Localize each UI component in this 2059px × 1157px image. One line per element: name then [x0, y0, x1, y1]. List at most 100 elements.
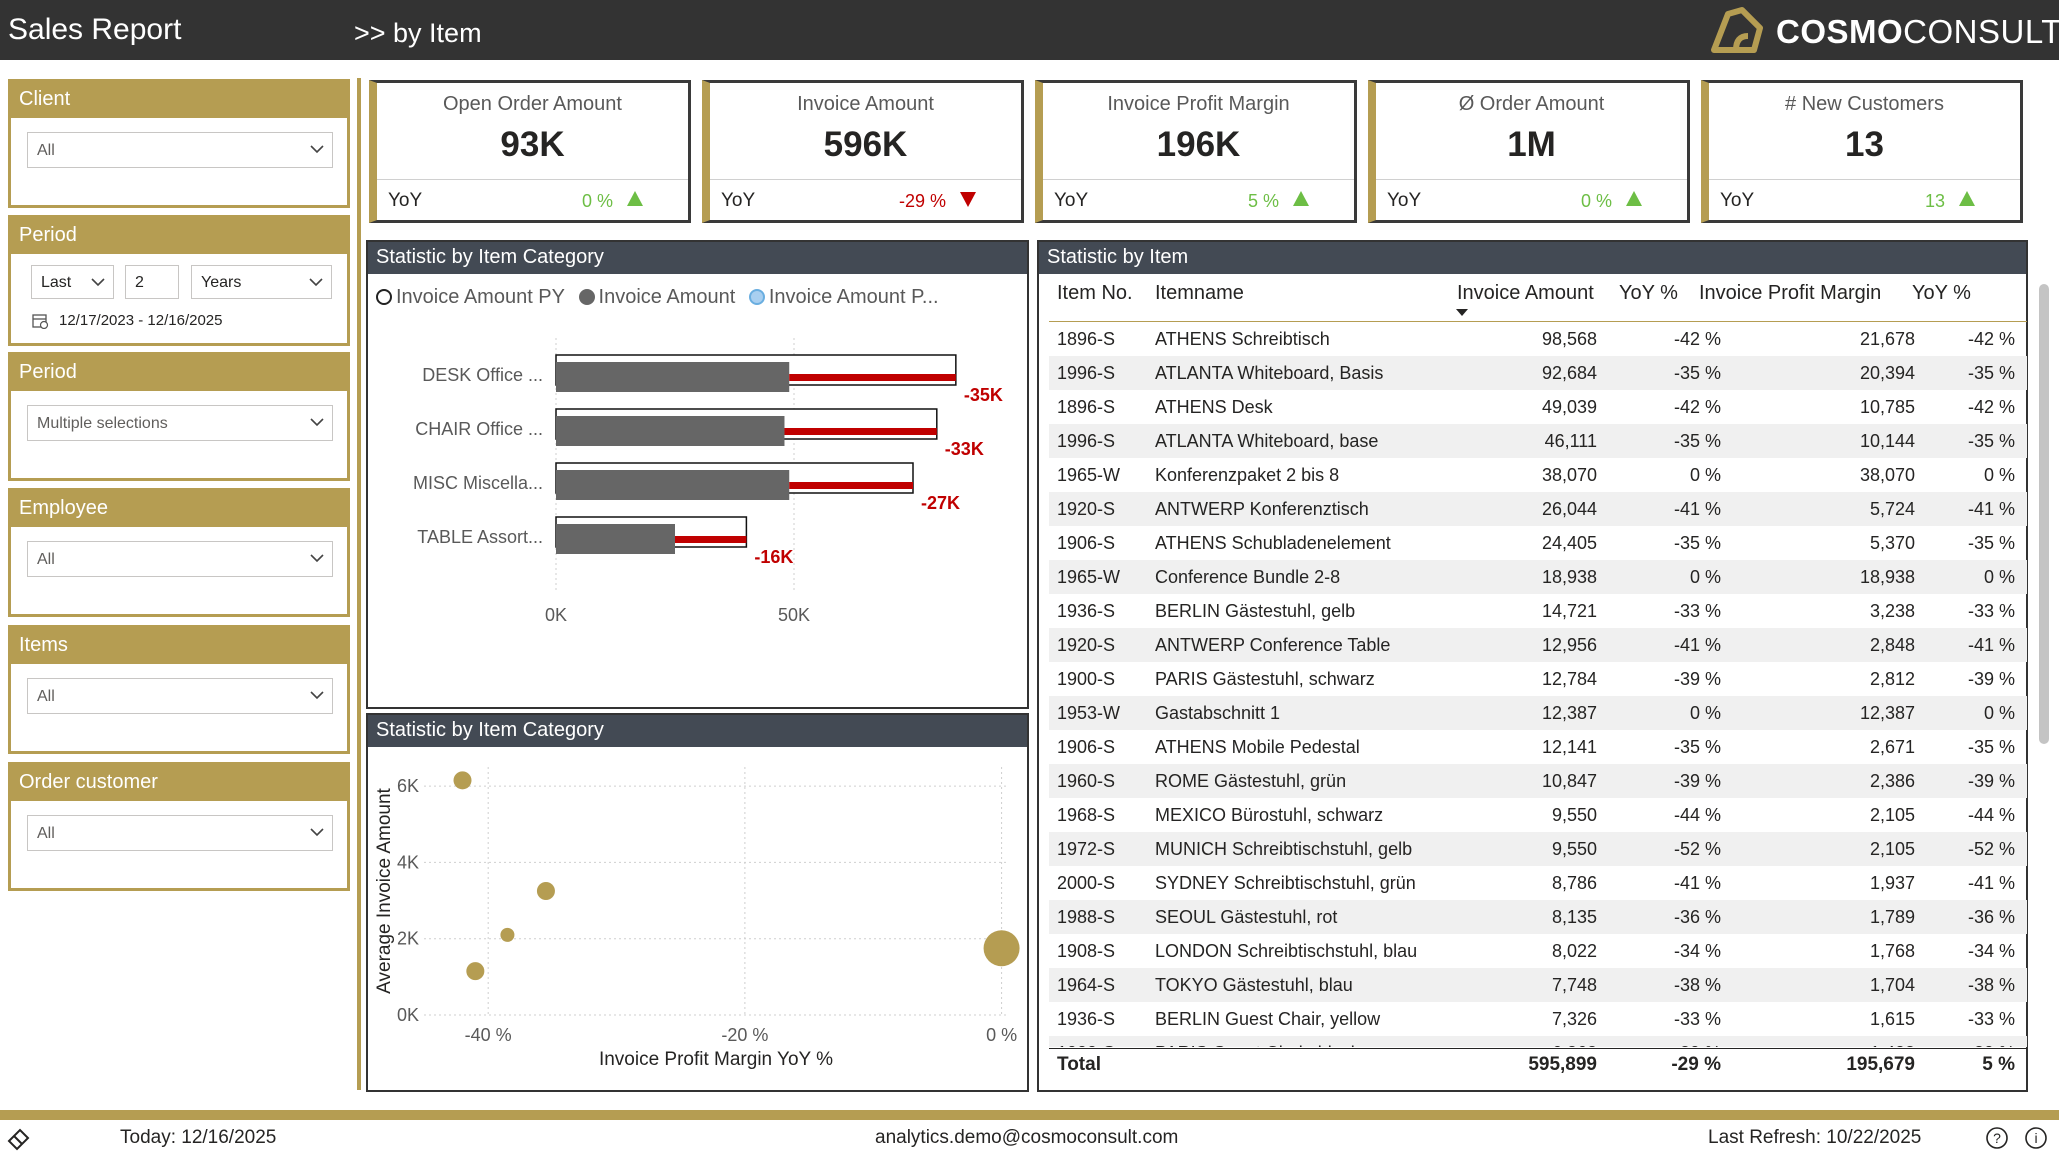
table-row[interactable]: 1896-S ATHENS Desk 49,039 -42 % 10,785 -42 %: [1049, 390, 2027, 424]
table-cell: ATHENS Desk: [1155, 397, 1273, 417]
table-cell: -33 %: [1673, 1009, 1721, 1029]
period-dropdown[interactable]: Multiple selections: [27, 405, 333, 441]
table-row[interactable]: 1900-S PARIS Gästestuhl, schwarz 12,784 -39…: [1049, 662, 2027, 696]
table-cell: 12,141: [1541, 737, 1597, 757]
column-header-yoy[interactable]: YoY %: [1619, 282, 1678, 304]
x-axis-title: Invoice Profit Margin YoY %: [599, 1049, 833, 1070]
table-row[interactable]: 1988-S SEOUL Gästestuhl, rot 8,135 -36 % 1,7…: [1049, 900, 2027, 934]
kpi-divider: [377, 179, 688, 180]
table-row[interactable]: 1920-S ANTWERP Konferenztisch 26,044 -41 % 5…: [1049, 492, 2027, 526]
kpi-title: Invoice Amount: [797, 93, 934, 115]
table-row[interactable]: 1996-S ATLANTA Whiteboard, Basis 92,684 -35…: [1049, 356, 2027, 390]
table-cell: 0 %: [1983, 703, 2015, 723]
contact-email[interactable]: analytics.demo@cosmoconsult.com: [875, 1127, 1179, 1148]
table-cell: ROME Gästestuhl, grün: [1155, 771, 1347, 791]
dropdown-value: All: [37, 142, 55, 159]
column-header-itemname[interactable]: Itemname: [1155, 282, 1244, 304]
table-cell: 12,956: [1541, 635, 1597, 655]
x-tick-label: 0K: [545, 605, 567, 625]
bar-delta: [789, 374, 956, 381]
kpi-yoy-value: -29 %: [898, 191, 946, 211]
dropdown-value: All: [37, 551, 55, 568]
eraser-icon[interactable]: [6, 1126, 32, 1152]
table-cell: 0 %: [1983, 567, 2015, 587]
table-cell: 2,671: [1869, 737, 1915, 757]
table-cell: 2,812: [1869, 669, 1915, 689]
table-cell: -33 %: [1673, 601, 1721, 621]
legend-item[interactable]: Invoice Amount P...: [748, 286, 943, 308]
kpi-card-profit-margin: Invoice Profit Margin 196K YoY 5 %: [1035, 80, 1357, 223]
table-row[interactable]: 1920-S ANTWERP Conference Table 12,956 -41 …: [1049, 628, 2027, 662]
client-dropdown[interactable]: All: [27, 132, 333, 168]
table-cell: ATLANTA Whiteboard, base: [1155, 431, 1379, 451]
table-row[interactable]: 1936-S BERLIN Guest Chair, yellow 7,326 -33…: [1049, 1002, 2027, 1036]
chevron-down-icon: [310, 828, 324, 837]
kpi-card-new-customers: # New Customers 13 YoY 13: [1701, 80, 2023, 223]
slicer-title: Order customer: [11, 765, 347, 801]
table-cell: 1900-S: [1057, 1043, 1115, 1047]
table-row[interactable]: 1936-S BERLIN Gästestuhl, gelb 14,721 -33 %…: [1049, 594, 2027, 628]
column-header-yoy-margin[interactable]: YoY %: [1912, 282, 1971, 304]
order-customer-dropdown[interactable]: All: [27, 815, 333, 851]
table-cell: -42 %: [1673, 329, 1721, 349]
table-cell: ATHENS Mobile Pedestal: [1155, 737, 1360, 757]
table-cell: -41 %: [1967, 635, 2015, 655]
table-cell: -41 %: [1673, 499, 1721, 519]
table-cell: -34 %: [1967, 941, 2015, 961]
legend-item[interactable]: Invoice Amount PY: [376, 286, 569, 308]
table-cell: SEOUL Gästestuhl, rot: [1155, 907, 1338, 927]
table-cell: -38 %: [1673, 975, 1721, 995]
table-cell: 1953-W: [1057, 703, 1121, 723]
table-cell: SYDNEY Schreibtischstuhl, grün: [1155, 873, 1416, 893]
table-row[interactable]: 1908-S LONDON Schreibtischstuhl, blau 8,02…: [1049, 934, 2027, 968]
table-row[interactable]: 1906-S ATHENS Schubladenelement 24,405 -35 …: [1049, 526, 2027, 560]
calendar-icon: [32, 314, 49, 329]
panel-title: Statistic by Item Category: [368, 242, 1027, 274]
kpi-divider: [710, 179, 1021, 180]
period-count-input[interactable]: 2: [125, 265, 179, 299]
table-row[interactable]: 1900-S PARIS Guest Chair, black 6,362 -39 %…: [1049, 1036, 2027, 1047]
table-scrollbar[interactable]: [2039, 284, 2049, 744]
table-row[interactable]: 1964-S TOKYO Gästestuhl, blau 7,748 -38 % 1,…: [1049, 968, 2027, 1002]
kpi-title: Open Order Amount: [443, 93, 622, 115]
table-cell: 12,387: [1859, 703, 1915, 723]
table-row[interactable]: 1965-W Konferenzpaket 2 bis 8 38,070 0 % 38,…: [1049, 458, 2027, 492]
table-cell: 0 %: [1689, 703, 1721, 723]
table-cell: 1920-S: [1057, 635, 1116, 655]
table-row[interactable]: 1965-W Conference Bundle 2-8 18,938 0 % 18,9…: [1049, 560, 2027, 594]
table-cell: 14,721: [1541, 601, 1597, 621]
category-label: CHAIR Office ...: [415, 419, 543, 439]
y-tick-label: 0K: [397, 1005, 419, 1025]
column-header-profit-margin[interactable]: Invoice Profit Margin: [1699, 282, 1882, 304]
column-header-invoice-amount[interactable]: Invoice Amount: [1457, 282, 1594, 304]
table-cell: -42 %: [1967, 329, 2015, 349]
column-header-item-no[interactable]: Item No.: [1057, 282, 1133, 304]
dropdown-value: All: [37, 825, 55, 842]
table-row[interactable]: 1960-S ROME Gästestuhl, grün 10,847 -39 % 2,…: [1049, 764, 2027, 798]
chevron-down-icon: [309, 278, 323, 287]
footer: Today: 12/16/2025 analytics.demo@cosmoco…: [0, 1120, 2059, 1157]
table-row[interactable]: 1896-S ATHENS Schreibtisch 98,568 -42 % 21,6…: [1049, 322, 2027, 356]
trend-up-icon: [1293, 191, 1309, 206]
period-mode-dropdown[interactable]: Last: [31, 265, 114, 299]
table-row[interactable]: 1968-S MEXICO Bürostuhl, schwarz 9,550 -44 …: [1049, 798, 2027, 832]
table-cell: -34 %: [1673, 941, 1721, 961]
trend-up-icon: [1626, 191, 1642, 206]
help-icon[interactable]: ?: [1985, 1126, 2009, 1150]
table-row[interactable]: 1906-S ATHENS Mobile Pedestal 12,141 -35 % 2…: [1049, 730, 2027, 764]
table-row[interactable]: 2000-S SYDNEY Schreibtischstuhl, grün 8,78…: [1049, 866, 2027, 900]
table-row[interactable]: 1953-W Gastabschnitt 1 12,387 0 % 12,387 0 %: [1049, 696, 2027, 730]
table-cell: 26,044: [1541, 499, 1597, 519]
table-row[interactable]: 1996-S ATLANTA Whiteboard, base 46,111 -35 …: [1049, 424, 2027, 458]
employee-dropdown[interactable]: All: [27, 541, 333, 577]
table-cell: 0 %: [1689, 567, 1721, 587]
table-cell: 8,135: [1551, 907, 1597, 927]
items-dropdown[interactable]: All: [27, 678, 333, 714]
table-cell: 1996-S: [1057, 363, 1116, 383]
period-unit-dropdown[interactable]: Years: [191, 265, 332, 299]
info-icon[interactable]: i: [2024, 1126, 2048, 1150]
item-category-bar-panel: Statistic by Item Category Invoice Amoun…: [366, 240, 1029, 709]
trend-up-icon: [627, 191, 643, 206]
legend-item[interactable]: Invoice Amount: [578, 286, 740, 308]
table-row[interactable]: 1972-S MUNICH Schreibtischstuhl, gelb 9,55…: [1049, 832, 2027, 866]
